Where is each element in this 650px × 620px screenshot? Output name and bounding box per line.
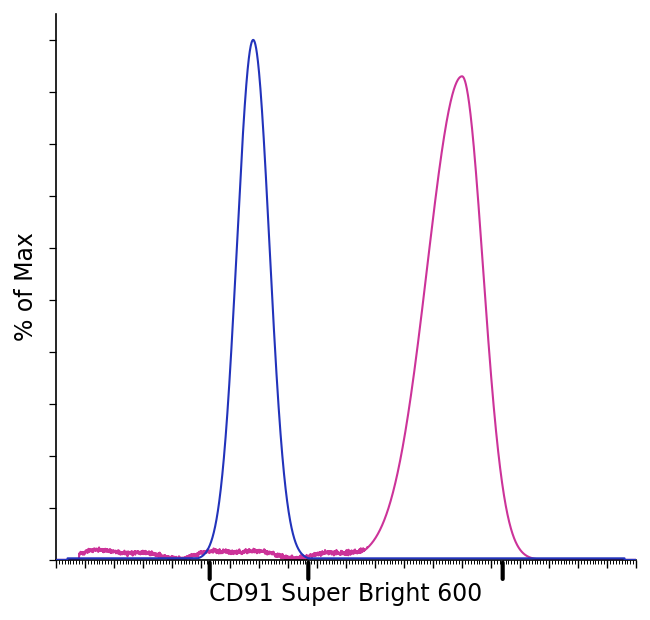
Y-axis label: % of Max: % of Max (14, 232, 38, 342)
X-axis label: CD91 Super Bright 600: CD91 Super Bright 600 (209, 582, 483, 606)
